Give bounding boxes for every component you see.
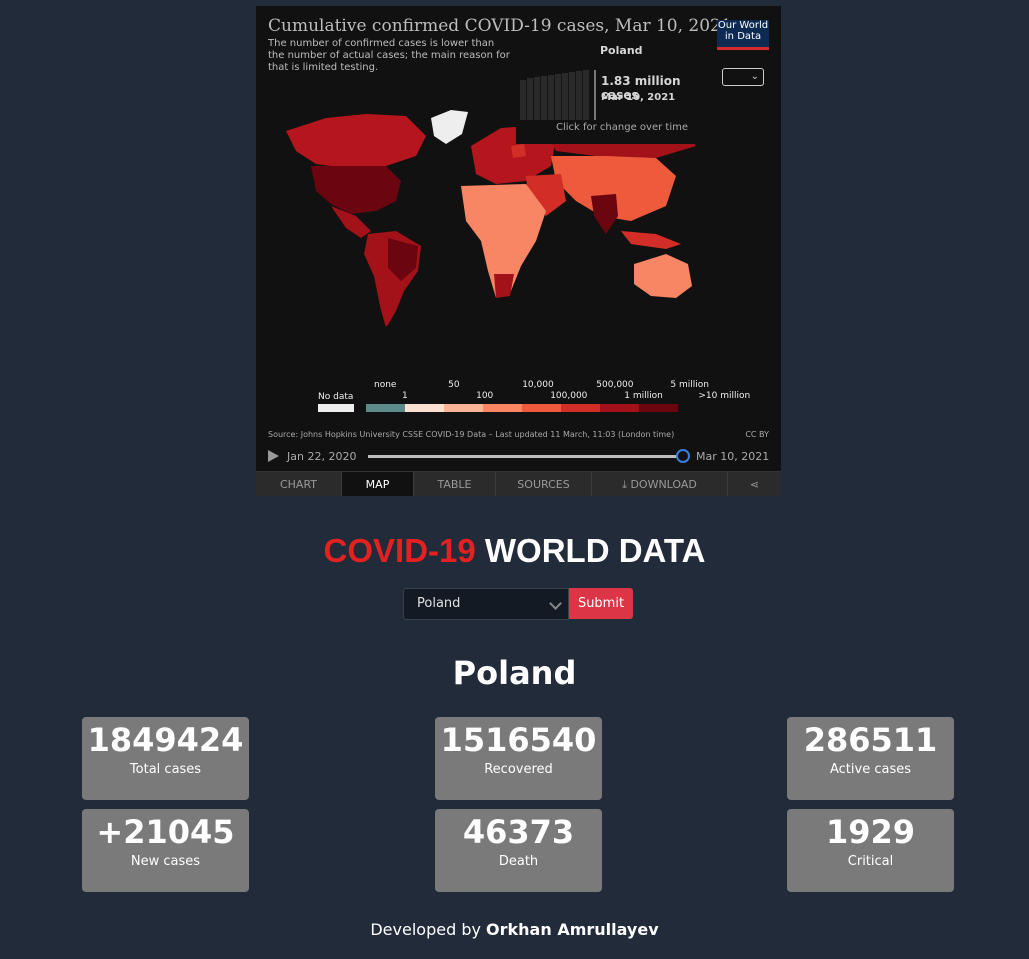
stat-label: Critical xyxy=(847,854,894,869)
map-tooltip: Poland 1.83 million cases Mar 10, 2021 C… xyxy=(516,34,706,144)
stat-card-active-cases: 286511 Active cases xyxy=(787,717,954,800)
world-map[interactable] xyxy=(256,6,781,326)
map-region-south-africa[interactable] xyxy=(494,274,514,298)
covid-map-widget[interactable]: Cumulative confirmed COVID-19 cases, Mar… xyxy=(256,6,781,496)
legend-no-data-label: No data xyxy=(318,392,354,402)
legend-bottom-label: 100,000 xyxy=(550,391,588,401)
map-region-africa[interactable] xyxy=(461,184,546,298)
tab-chart[interactable]: CHART xyxy=(256,472,342,496)
share-icon[interactable]: ⋖ xyxy=(749,478,760,491)
stat-label: New cases xyxy=(130,854,201,869)
map-region-greenland[interactable] xyxy=(431,110,468,144)
tooltip-date: Mar 10, 2021 xyxy=(601,92,676,103)
chevron-down-icon xyxy=(549,597,562,610)
tooltip-value: 1.83 million cases xyxy=(601,74,681,102)
play-icon[interactable] xyxy=(268,450,279,462)
stat-value: 46373 xyxy=(462,813,575,851)
stat-value: 286511 xyxy=(803,721,938,759)
stat-value: 1929 xyxy=(825,813,916,851)
stat-label: Active cases xyxy=(829,762,911,777)
stat-label: Total cases xyxy=(129,762,202,777)
stat-value: 1849424 xyxy=(87,721,244,759)
legend-bottom-label: >10 million xyxy=(698,391,751,401)
map-region-australia[interactable] xyxy=(634,254,692,298)
map-region-indonesia[interactable] xyxy=(621,231,681,249)
widget-title: Cumulative confirmed COVID-19 cases, Mar… xyxy=(268,16,732,36)
legend-swatch xyxy=(444,404,483,412)
source-note: Source: Johns Hopkins University CSSE CO… xyxy=(268,430,675,439)
logo-line1: Our World xyxy=(717,20,769,31)
widget-subtitle: The number of confirmed cases is lower t… xyxy=(268,38,510,73)
stat-card-critical: 1929 Critical xyxy=(787,809,954,892)
legend-top-label: 50 xyxy=(448,380,460,390)
legend-top-label: 10,000 xyxy=(522,380,554,390)
page-title-red: COVID-19 xyxy=(323,532,476,569)
stat-card-new-cases: +21045 New cases xyxy=(82,809,249,892)
stat-card-death: 46373 Death xyxy=(435,809,602,892)
tab-map[interactable]: MAP xyxy=(342,472,414,496)
stat-value: +21045 xyxy=(96,813,235,851)
legend-no-data-swatch xyxy=(318,404,354,412)
map-region-brazil[interactable] xyxy=(388,238,418,281)
submit-button[interactable]: Submit xyxy=(569,588,633,619)
country-heading: Poland xyxy=(452,654,577,692)
tooltip-hint: Click for change over time xyxy=(556,122,688,133)
tab-table[interactable]: TABLE xyxy=(414,472,496,496)
tab-sources[interactable]: SOURCES xyxy=(496,472,592,496)
legend-swatch xyxy=(639,404,678,412)
map-region-middle-east[interactable] xyxy=(526,174,566,216)
footer-prefix: Developed by xyxy=(370,920,481,939)
stat-label: Death xyxy=(498,854,539,869)
tab-download[interactable]: ⤓ DOWNLOAD xyxy=(592,472,728,496)
metric-dropdown[interactable]: ⌄ xyxy=(722,68,764,86)
timeline-handle[interactable] xyxy=(676,449,690,463)
widget-tabs: CHART MAP TABLE SOURCES ⤓ DOWNLOAD ⋖ xyxy=(256,471,781,496)
chevron-down-icon: ⌄ xyxy=(750,71,759,82)
page-title: COVID-19 WORLD DATA xyxy=(0,532,1029,570)
legend-bottom-label: 1 million xyxy=(624,391,663,401)
legend-swatch xyxy=(483,404,522,412)
stat-card-recovered: 1516540 Recovered xyxy=(435,717,602,800)
legend-top-label: 5 million xyxy=(670,380,709,390)
legend-top-label: 500,000 xyxy=(596,380,634,390)
legend-top-label: none xyxy=(374,380,397,390)
footer: Developed by Orkhan Amrullayev xyxy=(0,920,1029,939)
legend-swatch xyxy=(561,404,600,412)
country-select[interactable]: Poland xyxy=(403,588,569,620)
logo-line2: in Data xyxy=(724,31,762,42)
legend-bottom-label: 100 xyxy=(476,391,494,401)
map-region-poland[interactable] xyxy=(511,144,526,158)
map-region-mexico[interactable] xyxy=(331,206,371,238)
map-region-india[interactable] xyxy=(591,194,618,234)
stat-value: 1516540 xyxy=(440,721,597,759)
country-select-value: Poland xyxy=(417,596,461,611)
timeline-end: Mar 10, 2021 xyxy=(696,450,770,463)
map-region-asia[interactable] xyxy=(551,156,676,221)
legend-bottom-label: 1 xyxy=(402,391,408,401)
map-region-usa[interactable] xyxy=(311,166,401,214)
footer-author[interactable]: Orkhan Amrullayev xyxy=(486,920,659,939)
tooltip-divider xyxy=(594,70,596,120)
legend-swatch xyxy=(405,404,444,412)
page-title-white: WORLD DATA xyxy=(484,532,706,569)
legend-swatch xyxy=(522,404,561,412)
stat-label: Recovered xyxy=(484,762,553,777)
legend-swatch xyxy=(366,404,405,412)
tooltip-country: Poland xyxy=(600,44,643,57)
timeline-start: Jan 22, 2020 xyxy=(287,450,357,463)
owid-logo[interactable]: Our World in Data xyxy=(717,20,769,50)
timeline-track[interactable] xyxy=(368,455,682,458)
legend-swatch xyxy=(600,404,639,412)
tooltip-sparkline xyxy=(520,70,590,120)
stat-card-total-cases: 1849424 Total cases xyxy=(82,717,249,800)
map-region-canada[interactable] xyxy=(286,114,426,168)
license-link[interactable]: CC BY xyxy=(745,430,769,439)
